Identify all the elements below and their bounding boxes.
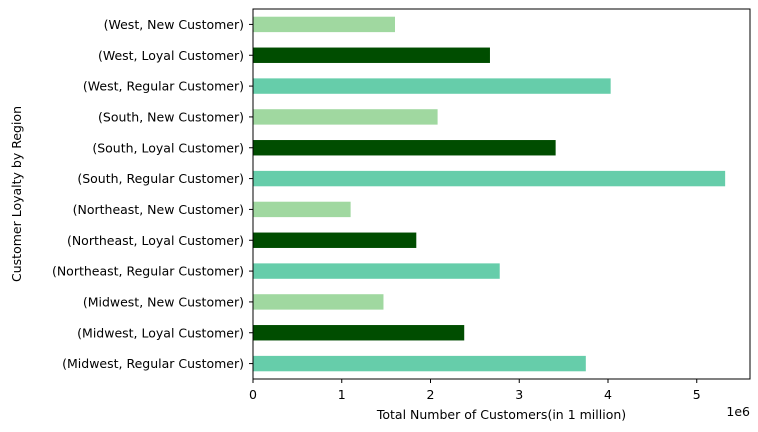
x-axis-label: Total Number of Customers(in 1 million) xyxy=(376,407,626,422)
x-tick-label: 0 xyxy=(249,387,257,402)
x-axis-offset-label: 1e6 xyxy=(726,404,750,419)
bar xyxy=(253,232,417,248)
bar xyxy=(253,170,726,187)
bar xyxy=(253,140,556,156)
bar xyxy=(253,263,500,279)
bar xyxy=(253,355,586,372)
x-ticks-group: 0 1 2 3 4 5 xyxy=(249,379,701,402)
x-tick-label: 1 xyxy=(338,387,346,402)
x-tick-label: 3 xyxy=(515,387,523,402)
y-tick-label: (South, Regular Customer) xyxy=(77,171,244,186)
plot-frame xyxy=(252,8,751,380)
bar xyxy=(253,201,351,218)
y-axis-label: Customer Loyalty by Region xyxy=(9,106,24,282)
bar xyxy=(253,16,395,33)
bar xyxy=(253,47,490,63)
y-tick-label: (West, New Customer) xyxy=(104,17,244,32)
y-tick-label: (Midwest, Regular Customer) xyxy=(62,356,244,371)
bar xyxy=(253,294,384,310)
x-tick-label: 2 xyxy=(427,387,435,402)
y-tick-label: (Northeast, New Customer) xyxy=(73,202,244,217)
y-tick-label: (West, Regular Customer) xyxy=(83,79,244,94)
y-tick-label: (Northeast, Loyal Customer) xyxy=(67,233,244,248)
y-tick-label: (Northeast, Regular Customer) xyxy=(52,264,244,279)
x-tick-label: 5 xyxy=(693,387,701,402)
y-ticks-group: (Midwest, Regular Customer) (Midwest, Loy… xyxy=(52,17,253,371)
y-tick-label: (South, Loyal Customer) xyxy=(92,140,244,155)
bar xyxy=(253,109,438,125)
bars-group xyxy=(253,16,726,372)
y-tick-label: (Midwest, New Customer) xyxy=(83,294,244,309)
bar xyxy=(253,325,465,341)
y-tick-label: (West, Loyal Customer) xyxy=(98,48,244,63)
bar xyxy=(253,78,611,94)
x-tick-label: 4 xyxy=(604,387,612,402)
y-tick-label: (Midwest, Loyal Customer) xyxy=(77,325,244,340)
y-tick-label: (South, New Customer) xyxy=(98,109,244,124)
